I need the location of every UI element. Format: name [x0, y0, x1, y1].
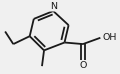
Text: O: O [79, 61, 87, 70]
Text: N: N [50, 2, 57, 11]
Text: OH: OH [102, 33, 117, 42]
